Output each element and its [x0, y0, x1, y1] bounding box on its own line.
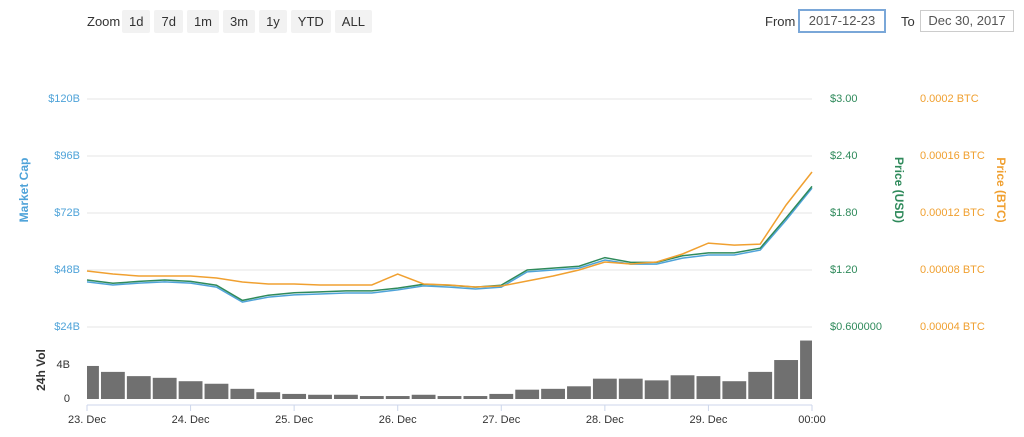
volume-bar	[230, 388, 255, 399]
volume-bar	[256, 392, 281, 399]
volume-bar	[722, 381, 747, 399]
series-line	[86, 187, 813, 303]
x-tick-label: 24. Dec	[172, 414, 210, 426]
y-tick-label: $24B	[54, 321, 80, 333]
zoom-button[interactable]: 3m	[223, 10, 256, 33]
volume-bar	[204, 383, 229, 399]
zoom-button[interactable]: 1d	[122, 10, 151, 33]
volume-bar	[152, 377, 177, 399]
y2-tick-label: $1.20	[830, 264, 858, 276]
volume-bar	[385, 396, 410, 399]
zoom-button[interactable]: 1y	[259, 10, 287, 33]
y-tick-label: $96B	[54, 150, 80, 162]
volume-bar	[334, 394, 358, 399]
zoom-buttons: 1d 7d 1m 3m 1y YTD ALL	[122, 10, 372, 33]
y2-tick-label: $0.600000	[830, 321, 882, 333]
from-input[interactable]: 2017-12-23	[798, 9, 886, 33]
volume-bar	[87, 365, 99, 399]
y2-tick-label: $2.40	[830, 150, 858, 162]
y-tick-label: 4B	[57, 359, 70, 371]
volume-bar	[618, 378, 643, 399]
y2-axis-title: Price (USD)	[892, 157, 906, 223]
volume-bar	[515, 389, 540, 399]
y3-tick-label: 0.00012 BTC	[920, 207, 985, 219]
y-axis-title: Market Cap	[17, 158, 31, 223]
volume-bar	[411, 394, 436, 399]
volume-bar	[670, 375, 695, 399]
zoom-button[interactable]: 1m	[186, 10, 219, 33]
x-tick-label: 29. Dec	[689, 414, 727, 426]
y3-tick-label: 0.00008 BTC	[920, 264, 985, 276]
series-line	[86, 171, 813, 288]
y3-tick-label: 0.00004 BTC	[920, 321, 985, 333]
y-tick-label: $48B	[54, 264, 80, 276]
y3-tick-label: 0.0002 BTC	[920, 93, 979, 105]
volume-bar	[437, 396, 462, 399]
y-tick-label: 0	[64, 393, 70, 405]
volume-axis-title: 24h Vol	[34, 349, 48, 391]
x-tick-label: 23. Dec	[68, 414, 106, 426]
x-tick-label: 25. Dec	[275, 414, 313, 426]
volume-bar	[178, 381, 203, 399]
zoom-button[interactable]: 7d	[154, 10, 183, 33]
zoom-button[interactable]: YTD	[290, 10, 331, 33]
volume-bar	[748, 371, 773, 399]
y3-tick-label: 0.00016 BTC	[920, 150, 985, 162]
to-label: To	[901, 14, 915, 29]
zoom-label: Zoom	[87, 14, 121, 29]
y-tick-label: $120B	[48, 93, 80, 105]
x-tick-label: 27. Dec	[482, 414, 520, 426]
volume-bar	[308, 394, 332, 399]
volume-bar	[282, 393, 307, 399]
volume-bar	[463, 396, 488, 399]
x-tick-label: 00:00	[798, 414, 826, 426]
x-tick-label: 26. Dec	[379, 414, 417, 426]
y2-tick-label: $1.80	[830, 207, 858, 219]
volume-bar	[100, 371, 125, 399]
volume-bar	[489, 393, 514, 399]
volume-bar	[696, 376, 721, 399]
to-input[interactable]: Dec 30, 2017	[920, 10, 1014, 32]
volume-bar	[592, 378, 617, 399]
volume-bar	[567, 386, 591, 399]
zoom-button[interactable]: ALL	[334, 10, 372, 33]
y-tick-label: $72B	[54, 207, 80, 219]
volume-bar	[126, 376, 151, 399]
volume-bar	[541, 388, 565, 399]
volume-bar	[800, 340, 812, 399]
y3-axis-title: Price (BTC)	[994, 157, 1008, 222]
toolbar: Zoom 1d 7d 1m 3m 1y YTD ALL From 2017-12-23 To…	[0, 0, 1024, 44]
volume-bar	[359, 396, 384, 399]
from-label: From	[765, 14, 796, 29]
volume-bar	[774, 360, 799, 399]
x-tick-label: 28. Dec	[586, 414, 624, 426]
y2-tick-label: $3.00	[830, 93, 858, 105]
volume-bar	[644, 380, 669, 399]
